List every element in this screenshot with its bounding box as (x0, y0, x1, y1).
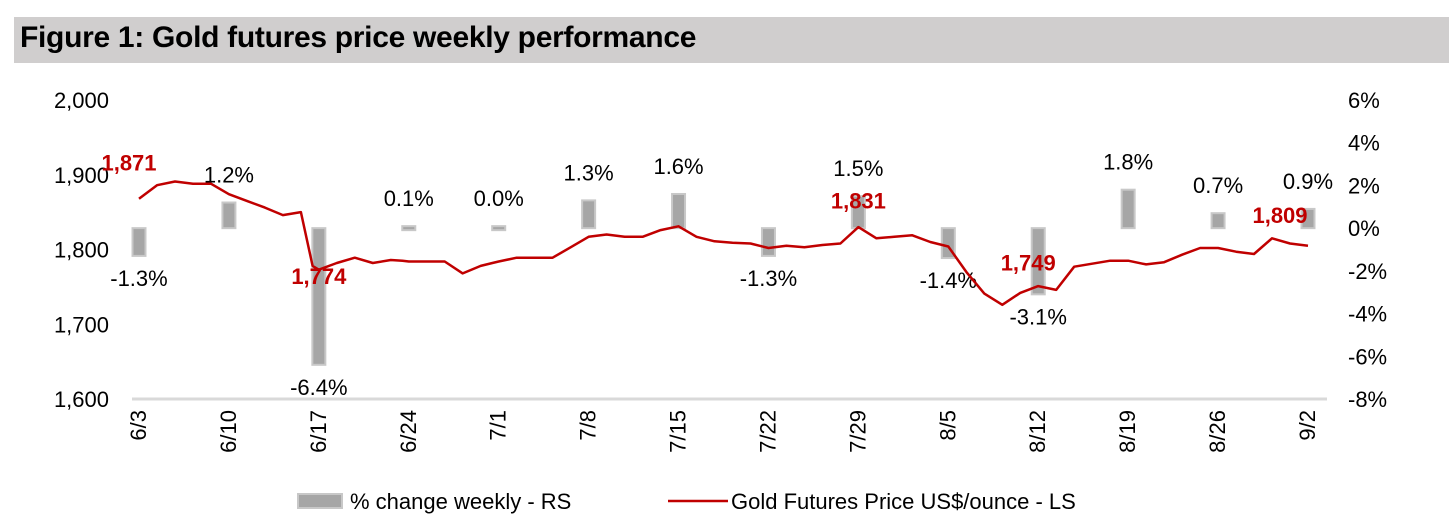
x-tick-label: 6/24 (396, 410, 421, 453)
left-tick-label: 1,900 (54, 163, 109, 188)
legend: % change weekly - RS Gold Futures Price … (297, 489, 1076, 514)
bar (1120, 188, 1136, 230)
left-tick-label: 1,800 (54, 238, 109, 263)
right-tick-label: -4% (1348, 302, 1387, 327)
price-data-label: 1,871 (101, 150, 156, 175)
left-tick-label: 2,000 (54, 88, 109, 113)
bar-data-label: 0.7% (1193, 173, 1243, 198)
x-tick-label: 7/22 (755, 410, 780, 453)
figure-title-bar: Figure 1: Gold futures price weekly perf… (14, 17, 1449, 63)
right-tick-label: -2% (1348, 259, 1387, 284)
bar-data-label: -1.4% (920, 268, 977, 293)
left-tick-label: 1,700 (54, 312, 109, 337)
x-tick-label: 7/1 (486, 410, 511, 441)
left-axis: 1,600 1,700 1,800 1,900 2,000 (54, 88, 109, 412)
price-data-label: 1,809 (1252, 203, 1307, 228)
x-tick-label: 8/19 (1115, 410, 1140, 453)
x-tick-label: 6/17 (306, 410, 331, 453)
bar (760, 227, 776, 257)
bar-data-label: -6.4% (290, 375, 347, 400)
bar-data-label: -1.3% (110, 266, 167, 291)
right-tick-label: 0% (1348, 216, 1380, 241)
bar (1300, 207, 1316, 230)
right-tick-label: 6% (1348, 88, 1380, 113)
bar (131, 227, 147, 257)
bar-data-label: 1.3% (564, 160, 614, 185)
x-tick-label: 7/8 (576, 410, 601, 441)
bar-data-label: 1.8% (1103, 150, 1153, 175)
price-line (138, 180, 1309, 307)
x-axis: 6/3 6/10 6/17 6/24 7/1 7/8 7/15 7/22 7/29 8/5 8/12… (126, 410, 1320, 453)
bar (491, 225, 507, 232)
right-tick-label: 4% (1348, 131, 1380, 156)
bar (671, 192, 687, 230)
x-tick-label: 6/3 (126, 410, 151, 441)
right-tick-label: -6% (1348, 344, 1387, 369)
bar-series (131, 188, 1316, 366)
bar (1210, 212, 1226, 230)
right-tick-label: -8% (1348, 387, 1387, 412)
line-series (138, 180, 1309, 307)
line-data-labels: 1,871 1,774 1,831 1,749 1,809 (101, 150, 1307, 289)
bar-data-label: 0.0% (474, 186, 524, 211)
legend-swatch-bar (297, 493, 343, 509)
x-tick-label: 8/26 (1205, 410, 1230, 453)
right-tick-label: 2% (1348, 173, 1380, 198)
figure-title: Figure 1: Gold futures price weekly perf… (20, 21, 697, 54)
bar (1030, 227, 1046, 296)
bar-data-label: -1.3% (740, 266, 797, 291)
price-data-label: 1,831 (831, 188, 886, 213)
x-tick-label: 7/29 (845, 410, 870, 453)
right-axis: -8% -6% -4% -2% 0% 2% 4% 6% (1348, 88, 1387, 412)
bar (311, 227, 327, 366)
bar-data-label: 1.6% (653, 154, 703, 179)
bar-data-label: 0.1% (384, 186, 434, 211)
left-tick-label: 1,600 (54, 387, 109, 412)
x-tick-label: 9/2 (1295, 410, 1320, 441)
bar (401, 225, 417, 232)
bar-data-labels: -1.3%1.2%-6.4%0.1% 0.0%1.3% 1.6%-1.3%1.5%-… (110, 150, 1333, 400)
legend-label-bar: % change weekly - RS (350, 489, 571, 514)
bar (581, 199, 597, 230)
price-data-label: 1,749 (1001, 251, 1056, 276)
bar-data-label: 0.9% (1283, 169, 1333, 194)
bar-data-label: 1.5% (833, 156, 883, 181)
price-data-label: 1,774 (291, 264, 347, 289)
x-tick-label: 8/12 (1025, 410, 1050, 453)
bar (221, 201, 237, 230)
x-tick-label: 6/10 (216, 410, 241, 453)
x-tick-label: 8/5 (935, 410, 960, 441)
bar-data-label: -3.1% (1009, 304, 1066, 329)
legend-label-line: Gold Futures Price US$/ounce - LS (731, 489, 1076, 514)
x-tick-label: 7/15 (666, 410, 691, 453)
